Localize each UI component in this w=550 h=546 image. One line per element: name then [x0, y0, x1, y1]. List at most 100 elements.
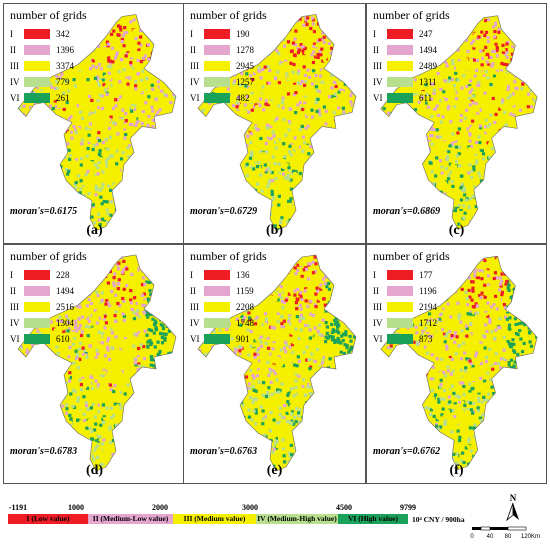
colorbar-tick: 9799 [400, 503, 416, 512]
legend-count: 1712 [419, 318, 437, 328]
legend-row: VI 482 [190, 90, 264, 106]
legend-swatch [24, 29, 50, 39]
legend-class: III [373, 61, 382, 71]
legend-class: II [190, 45, 196, 55]
colorbar-segment [256, 514, 338, 524]
legend-swatch [24, 318, 50, 328]
legend-swatch [204, 286, 230, 296]
legend-swatch [387, 302, 413, 312]
legend-row: VI 610 [10, 331, 84, 347]
legend-class: IV [190, 77, 200, 87]
colorbar-segment-label: II (Medium-Low value) [92, 514, 169, 523]
legend-swatch [24, 77, 50, 87]
legend-count: 177 [419, 270, 433, 280]
legend-count: 190 [236, 29, 250, 39]
grid-map [17, 14, 177, 231]
legend-row: III 2489 [373, 58, 447, 74]
legend-class: IV [190, 318, 200, 328]
legend-row: III 2208 [190, 299, 264, 315]
legend-row: IV 1257 [190, 74, 264, 90]
legend-swatch [387, 270, 413, 280]
legend-row: II 1278 [190, 42, 264, 58]
legend-count: 228 [56, 270, 70, 280]
map-panel: number of grids I 228 II 1494 III 2516 IV 1304 VI… [3, 244, 186, 484]
legend-swatch [387, 45, 413, 55]
legend-row: VI 873 [373, 331, 447, 347]
legend-swatch [204, 318, 230, 328]
legend-row: I 190 [190, 26, 264, 42]
legend-class: II [10, 286, 16, 296]
legend-class: I [10, 29, 13, 39]
colorbar-tick: -1191 [8, 503, 28, 512]
map-panel: number of grids I 342 II 1396 III 3374 IV 779 VI 2… [3, 3, 186, 244]
legend-swatch [204, 77, 230, 87]
legend-swatch [24, 270, 50, 280]
legend: I 136 II 1159 III 2208 IV 1748 VI 901 [190, 267, 264, 347]
legend-swatch [204, 270, 230, 280]
legend-class: IV [373, 77, 383, 87]
legend-class: III [373, 302, 382, 312]
legend-swatch [387, 334, 413, 344]
legend-count: 1494 [419, 45, 437, 55]
legend-swatch [24, 93, 50, 103]
legend-row: II 1494 [10, 283, 84, 299]
legend-row: VI 901 [190, 331, 264, 347]
legend-swatch [24, 61, 50, 71]
panel-label: (d) [85, 463, 104, 478]
value-colorbar: -1191 1000 2000 3000 4500 9799 I (Low value) II… [8, 503, 465, 524]
legend-swatch [24, 45, 50, 55]
legend-count: 1304 [56, 318, 74, 328]
legend-row: III 2516 [10, 299, 84, 315]
legend-class: I [190, 29, 193, 39]
legend-swatch [387, 93, 413, 103]
legend-count: 2945 [236, 61, 254, 71]
legend-class: III [10, 302, 19, 312]
legend-class: II [190, 286, 196, 296]
legend-count: 482 [236, 93, 250, 103]
north-arrow-icon: N [506, 493, 519, 522]
legend-row: II 1159 [190, 283, 264, 299]
legend-title: number of grids [373, 249, 450, 263]
legend-class: I [373, 29, 376, 39]
legend-row: IV 1304 [10, 315, 84, 331]
legend: I 177 II 1196 III 2194 IV 1712 VI 873 [373, 267, 447, 347]
colorbar-segment [338, 514, 408, 524]
legend-row: IV 1712 [373, 315, 447, 331]
legend-row: VI 611 [373, 90, 447, 106]
legend-count: 136 [236, 270, 250, 280]
legend-count: 342 [56, 29, 70, 39]
colorbar-segment [173, 514, 256, 524]
legend-count: 873 [419, 334, 433, 344]
legend-swatch [204, 93, 230, 103]
legend-count: 1396 [56, 45, 74, 55]
legend-class: III [10, 61, 19, 71]
legend-count: 247 [419, 29, 433, 39]
legend-row: IV 1311 [373, 74, 447, 90]
legend-count: 1159 [236, 286, 254, 296]
legend-count: 779 [56, 77, 70, 87]
legend-swatch [204, 45, 230, 55]
legend-swatch [387, 286, 413, 296]
legend-swatch [24, 302, 50, 312]
legend-row: III 2194 [373, 299, 447, 315]
legend-class: IV [10, 318, 20, 328]
colorbar-unit: 10⁴ CNY / 900ha [412, 515, 465, 524]
map-panel: number of grids I 247 II 1494 III 2489 IV 1311 VI… [366, 3, 547, 244]
map-panel: number of grids I 190 II 1278 III 2945 IV 1257 VI… [183, 3, 366, 244]
legend-class: III [190, 61, 199, 71]
legend-class: VI [10, 93, 20, 103]
colorbar-segment-label: III (Medium value) [183, 514, 246, 523]
legend-class: II [10, 45, 16, 55]
panel-label: (b) [265, 223, 284, 238]
panel-label: (f) [449, 463, 464, 478]
legend-count: 1257 [236, 77, 254, 87]
legend-row: II 1396 [10, 42, 84, 58]
scale-tick: 80 [505, 534, 512, 540]
legend-row: II 1494 [373, 42, 447, 58]
legend-class: VI [373, 334, 383, 344]
colorbar-tick: 1000 [68, 503, 84, 512]
legend-count: 261 [56, 93, 70, 103]
map-panel: number of grids I 177 II 1196 III 2194 IV 1712 VI… [366, 244, 547, 484]
legend-class: IV [10, 77, 20, 87]
legend-class: I [10, 270, 13, 280]
